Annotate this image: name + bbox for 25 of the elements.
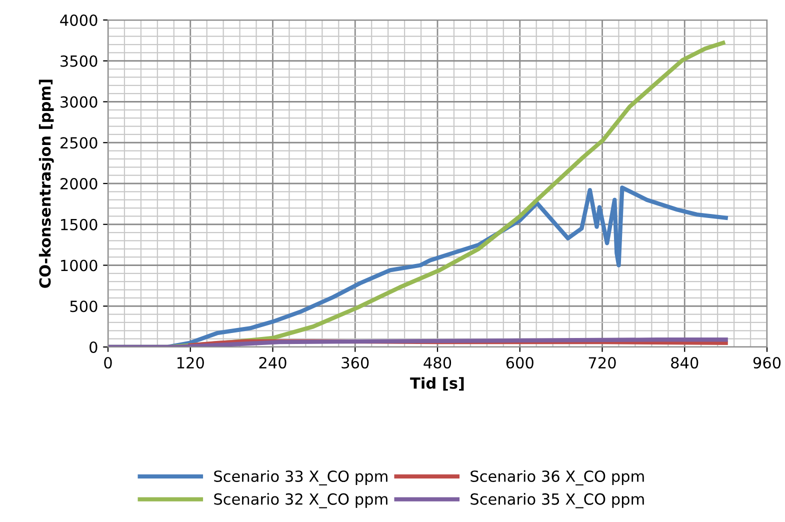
y-tick-label: 2500 xyxy=(60,137,98,149)
legend-label: Scenario 32 X_CO ppm xyxy=(214,493,388,508)
x-tick-label: 0 xyxy=(104,356,112,369)
x-tick-label: 360 xyxy=(342,356,369,369)
x-tick-label: 720 xyxy=(588,356,616,369)
x-tick-label: 480 xyxy=(424,356,452,369)
y-tick-label: 3500 xyxy=(60,55,98,67)
legend-label: Scenario 33 X_CO ppm xyxy=(214,470,388,486)
x-tick-label: 960 xyxy=(753,356,781,369)
legend-label: Scenario 36 X_CO ppm xyxy=(470,470,644,486)
x-tick-label: 840 xyxy=(671,356,698,369)
x-axis-title: Tid [s] xyxy=(410,377,464,391)
y-tick-label: 500 xyxy=(70,300,98,312)
line-series xyxy=(108,338,728,347)
x-tick-label: 600 xyxy=(506,356,534,369)
y-tick-label: 3000 xyxy=(60,96,98,108)
x-tick-label: 120 xyxy=(177,356,204,369)
y-tick-label: 4000 xyxy=(60,14,98,26)
y-tick-label: 2000 xyxy=(60,178,98,190)
y-tick-label: 1000 xyxy=(61,260,98,272)
x-tick-label: 240 xyxy=(259,356,286,369)
legend-label: Scenario 35 X_CO ppm xyxy=(470,493,644,508)
y-axis-title: CO-konsentrasjon [ppm] xyxy=(38,80,54,288)
y-tick-label: 1500 xyxy=(61,218,98,230)
y-tick-label: 0 xyxy=(90,341,98,354)
